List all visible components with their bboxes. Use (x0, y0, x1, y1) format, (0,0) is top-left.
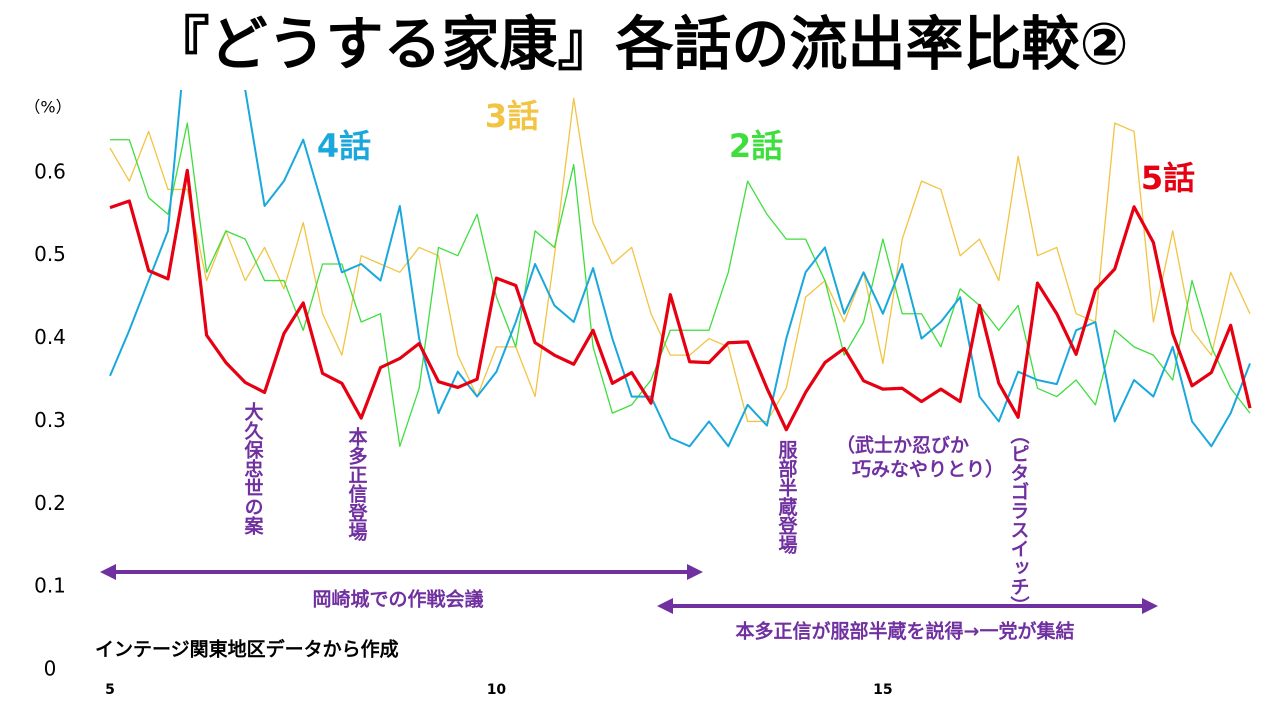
y-unit: （%） (24, 98, 71, 117)
series-label: 4話 (317, 127, 371, 165)
source: インテージ関東地区データから作成 (95, 638, 399, 661)
annotation: 巧みなやりとり） (852, 458, 1004, 481)
x-tick-label: 10 (487, 682, 507, 698)
y-tick-label: 0.6 (34, 159, 66, 183)
range-label: 本多正信が服部半蔵を説得→一党が集結 (736, 620, 1075, 643)
annotation: 大久保忠世の案 (242, 401, 265, 536)
y-tick-label: 0.4 (34, 325, 66, 349)
annotation: 本多正信登場 (346, 426, 369, 542)
series-line (110, 122, 1251, 447)
plot-area (109, 90, 1252, 448)
y-tick-label: 0 (44, 657, 57, 681)
y-tick-label: 0.2 (34, 491, 66, 515)
series-line (109, 90, 1251, 448)
chart-title: 『どうする家康』各話の流出率比較② (151, 10, 1128, 78)
x-tick-label: 5 (105, 682, 115, 698)
series-line (109, 97, 1251, 423)
y-tick-label: 0.1 (34, 574, 66, 598)
y-tick-label: 0.5 (34, 242, 66, 266)
x-tick-label: 15 (873, 682, 892, 698)
annotation: 服部半蔵登場 (776, 440, 799, 555)
range-label: 岡崎城での作戦会議 (312, 588, 483, 611)
y-tick-label: 0.3 (34, 408, 66, 432)
series-label: 2話 (729, 127, 783, 165)
series-label: 5話 (1141, 159, 1195, 197)
annotation: （ピタゴラスイッチ） (1008, 425, 1030, 615)
annotation: （武士か忍びか (836, 434, 969, 457)
series-line (109, 168, 1252, 432)
series-label: 3話 (485, 97, 539, 135)
